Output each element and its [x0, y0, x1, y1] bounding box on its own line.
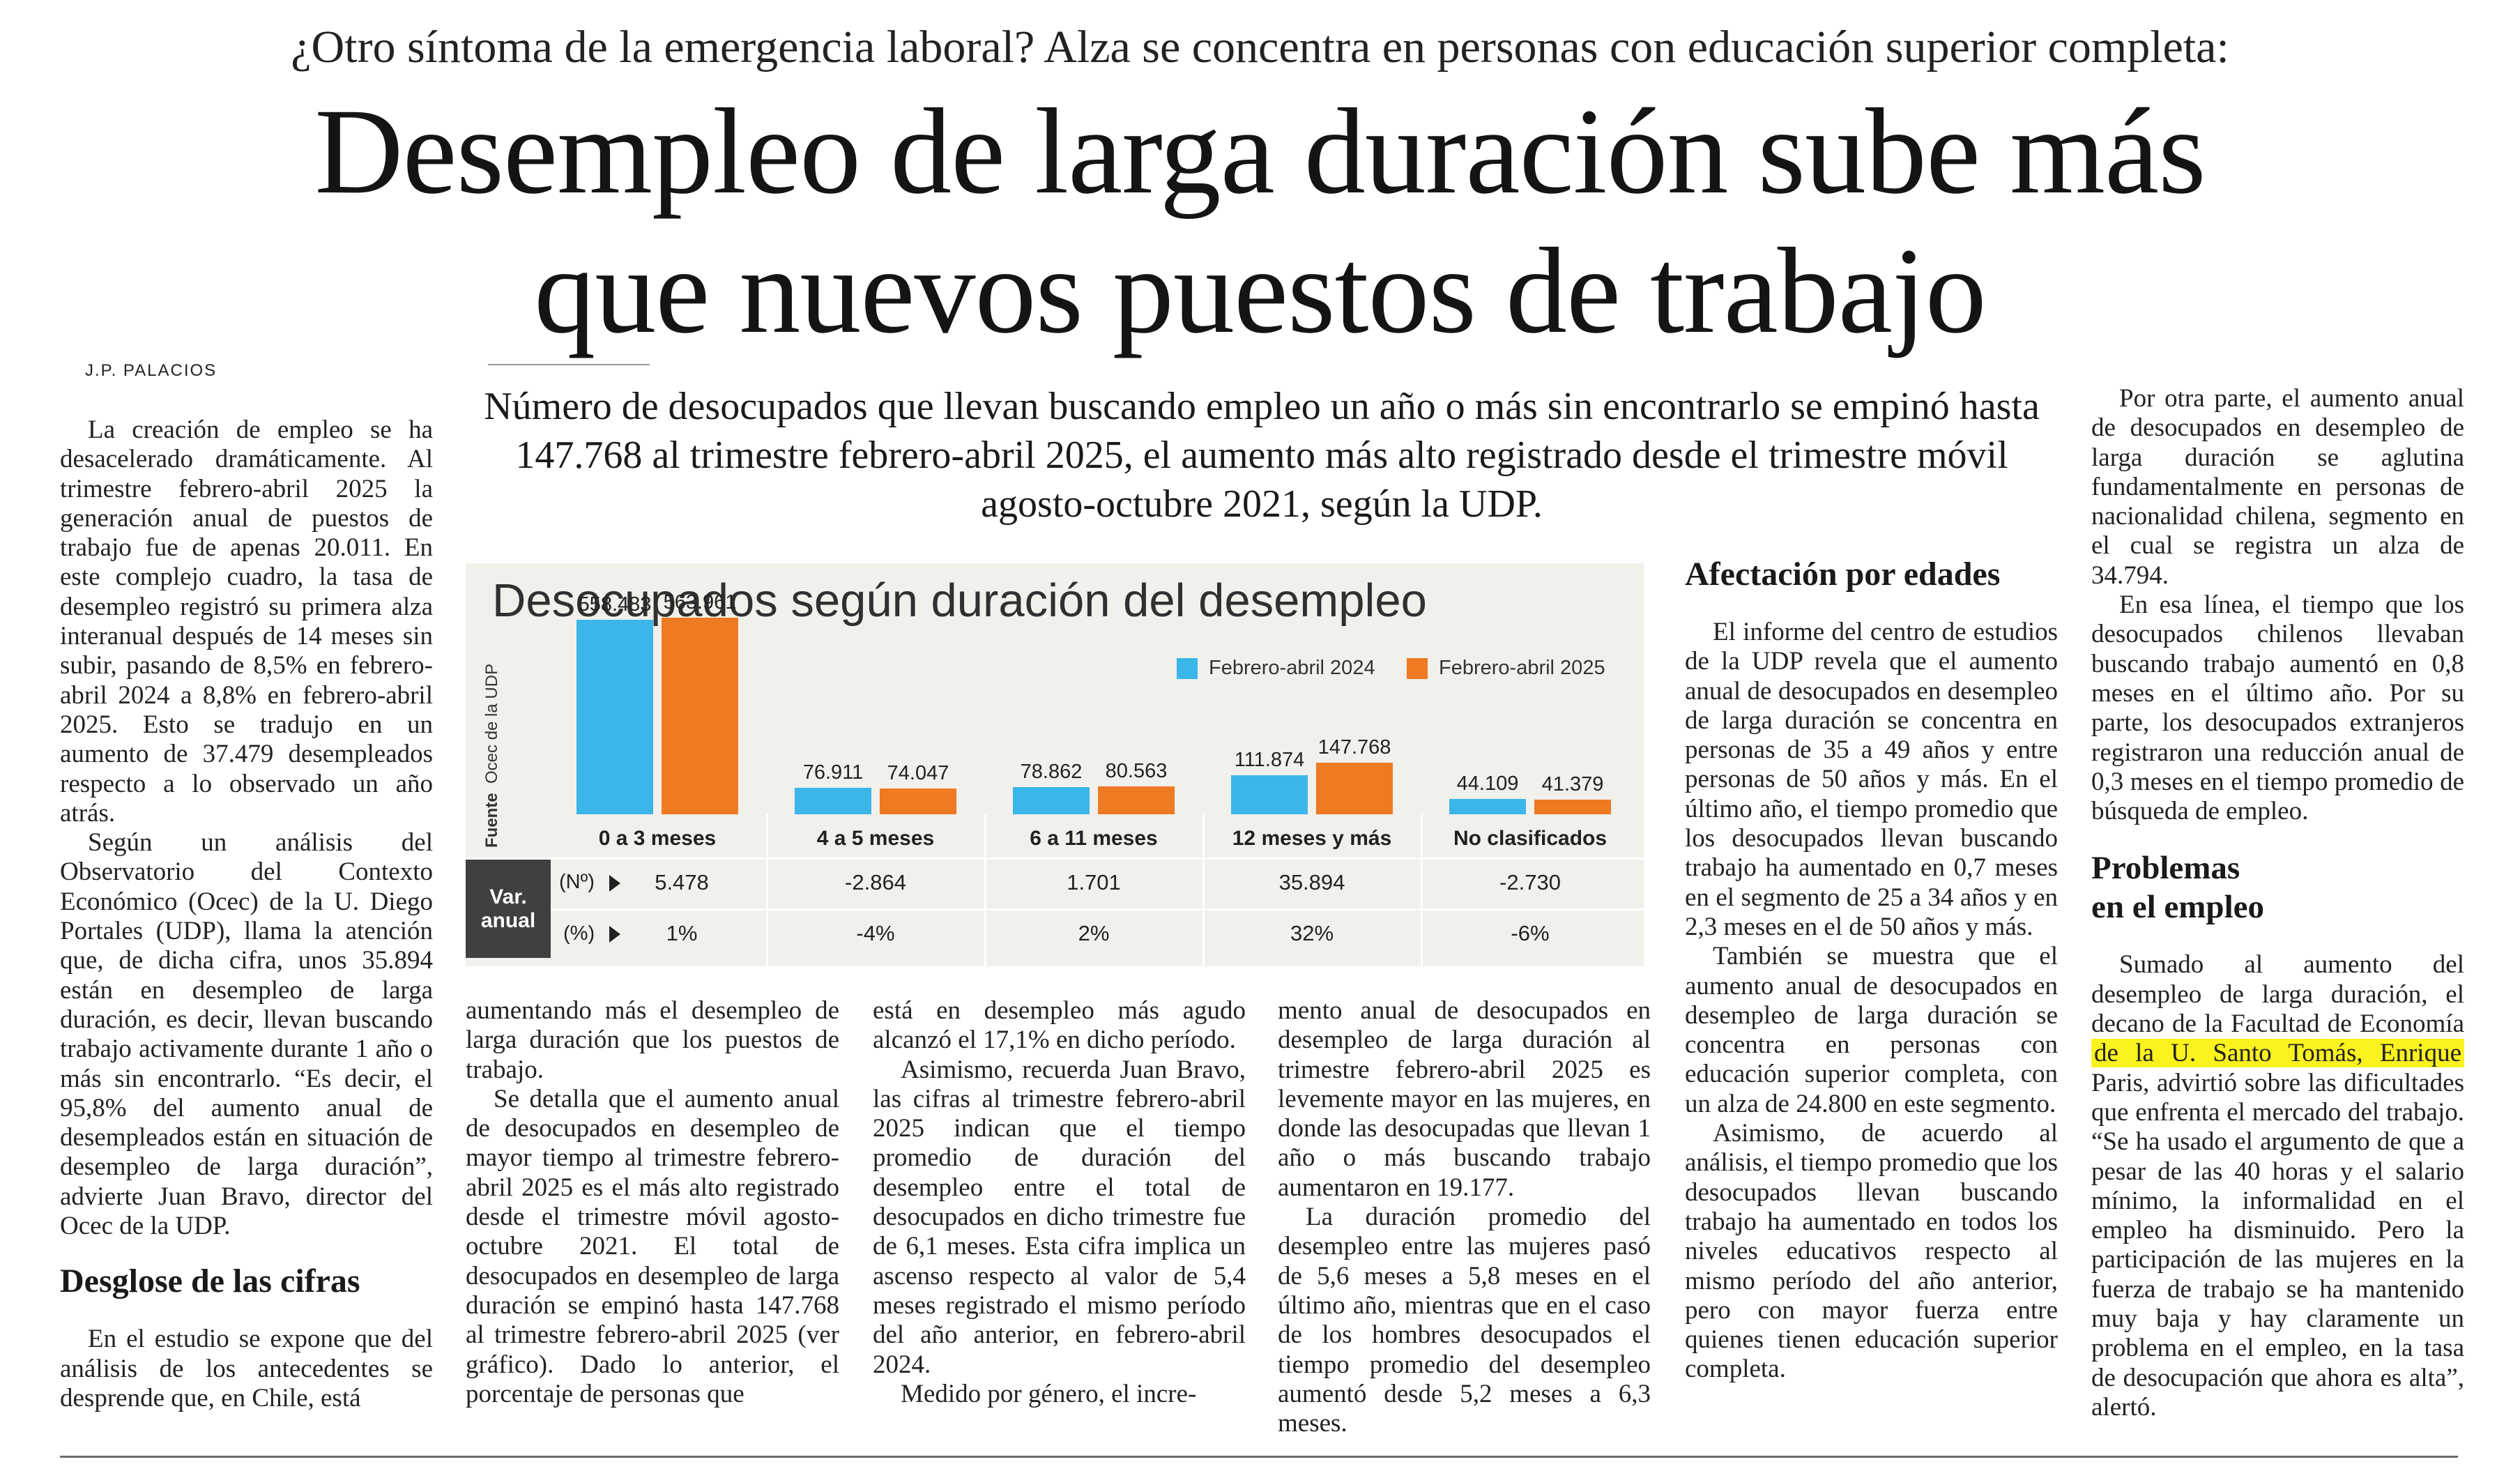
bar-2025	[1316, 763, 1393, 814]
var-percent-cell: 32%	[1290, 921, 1334, 945]
source-label: Fuente	[482, 793, 501, 848]
bar-value-label: 563.961	[663, 591, 737, 614]
column-divider	[766, 814, 768, 966]
bar-value-label: 44.109	[1456, 772, 1519, 795]
paragraph: Por otra parte, el aumento anual de deso…	[2091, 384, 2464, 590]
table-divider	[551, 908, 1644, 911]
chart-source: Fuente Ocec de la UDP	[480, 664, 503, 849]
bar-value-label: 78.862	[1020, 760, 1083, 783]
section-heading: Desglose de las cifras	[60, 1263, 360, 1300]
section-heading: Afectación por edades	[1685, 556, 2001, 593]
column-5: Afectación por edades El informe del cen…	[1685, 555, 2058, 1385]
column-3: está en desempleo más agudo alcanzó el 1…	[873, 996, 1246, 1409]
heading-line-2: en el empleo	[2091, 889, 2264, 926]
bar-2024	[795, 787, 871, 814]
triangle-icon	[609, 926, 620, 943]
category-label: No clasificados	[1453, 827, 1608, 850]
bar-value-label: 76.911	[802, 761, 864, 784]
column-divider	[1202, 814, 1205, 966]
column-2: aumentando más el desempleo de larga dur…	[466, 996, 839, 1409]
paragraph: Asimismo, recuerda Juan Bravo, las cifra…	[873, 1055, 1246, 1379]
paragraph: En el estudio se expone que del análisis…	[60, 1325, 433, 1412]
legend-swatch	[1407, 657, 1428, 679]
paragraph: Medido por género, el incre-	[901, 1379, 1197, 1408]
column-4: mento anual de desocupados en desempleo …	[1278, 996, 1651, 1438]
deck: Número de desocupados que llevan buscand…	[484, 385, 2040, 526]
category-label: 4 a 5 meses	[816, 827, 935, 850]
bar-value-label: 111.874	[1234, 749, 1305, 772]
bar-2024	[1013, 786, 1090, 814]
bar-value-label: 74.047	[887, 761, 949, 784]
highlighted-text: de la U. Santo Tomás, Enrique	[2091, 1039, 2464, 1068]
var-count-cell: -2.730	[1499, 870, 1561, 894]
category-label: 12 meses y más	[1232, 827, 1392, 850]
bar-value-label: 41.379	[1541, 773, 1604, 796]
bar-2025	[1534, 800, 1611, 814]
chart-title: Desocupados según duración del desempleo	[492, 574, 1427, 627]
bar-2024	[1231, 775, 1308, 814]
section-heading: Problemas en el empleo	[2091, 848, 2464, 927]
paragraph: La duración promedio del desempleo entre…	[1278, 1203, 1651, 1438]
column-6: Por otra parte, el aumento anual de deso…	[2091, 384, 2464, 1422]
bottom-rule	[60, 1456, 2458, 1458]
bar-2024	[576, 619, 653, 814]
bar-value-label: 147.768	[1318, 736, 1391, 759]
table-divider	[466, 858, 1644, 860]
paragraph: está en desempleo más agudo alcanzó el 1…	[873, 996, 1246, 1055]
var-percent-cell: -6%	[1511, 921, 1550, 945]
bar-2025	[662, 618, 738, 814]
var-count-cell: -2.864	[845, 870, 906, 894]
legend-swatch	[1177, 657, 1198, 679]
paragraph: Asimismo, de acuerdo al análisis, el tie…	[1685, 1119, 2058, 1384]
paragraph: La creación de empleo se ha desacelerado…	[60, 416, 433, 828]
var-percent-cell: 1%	[666, 921, 698, 945]
category-label: 6 a 11 meses	[1030, 827, 1158, 850]
row-label-percent: (%)	[563, 922, 595, 945]
row-label-count: (Nº)	[559, 871, 595, 893]
text: Paris, advirtió sobre las dificultades q…	[2091, 1068, 2464, 1422]
paragraph: mento anual de desocupados en desempleo …	[1278, 996, 1651, 1202]
source-name: Ocec de la UDP	[482, 663, 501, 784]
paragraph: También se muestra que el aumento anual …	[1685, 942, 2058, 1118]
paragraph: En esa línea, el tiempo que los desocupa…	[2091, 591, 2464, 826]
var-label-line-1: Var.	[489, 885, 527, 908]
bar-chart: Desocupados según duración del desempleo…	[466, 563, 1644, 966]
legend-item-2025: Febrero-abril 2025	[1407, 657, 1605, 680]
triangle-icon	[609, 875, 620, 892]
source-text: Fuente Ocec de la UDP	[482, 664, 502, 848]
kicker: ¿Otro síntoma de la emergencia laboral? …	[291, 22, 2229, 73]
var-count-cell: 1.701	[1067, 870, 1121, 894]
bar-value-label: 80.563	[1105, 759, 1168, 782]
headline-line-2: que nuevos puestos de trabajo	[534, 223, 1986, 359]
bar-2024	[1449, 798, 1526, 814]
legend-label: Febrero-abril 2025	[1439, 657, 1605, 679]
legend-item-2024: Febrero-abril 2024	[1177, 657, 1375, 680]
paragraph: Se detalla que el aumento anual de desoc…	[466, 1084, 839, 1408]
heading-line-1: Problemas	[2091, 850, 2240, 887]
paragraph: El informe del centro de estudios de la …	[1685, 618, 2058, 941]
paragraph: aumentando más el desempleo de larga dur…	[466, 996, 839, 1084]
byline: J.P. PALACIOS	[85, 361, 217, 380]
column-divider	[1421, 814, 1423, 966]
legend-label: Febrero-abril 2024	[1209, 657, 1375, 679]
var-percent-cell: 2%	[1078, 921, 1110, 945]
headline: Desempleo de larga duración sube más que…	[0, 82, 2520, 361]
annual-variation-label: Var. anual	[466, 860, 551, 958]
byline-rule	[488, 364, 650, 365]
text: Sumado al aumento del desempleo de larga…	[2091, 950, 2464, 1039]
var-percent-cell: -4%	[856, 921, 895, 945]
category-label: 0 a 3 meses	[598, 827, 717, 850]
column-1: La creación de empleo se ha desacelerado…	[60, 416, 433, 1413]
paragraph: Sumado al aumento del desempleo de larga…	[2091, 950, 2464, 1422]
bar-2025	[1098, 786, 1175, 814]
var-label-line-2: anual	[480, 908, 536, 932]
bar-2025	[880, 788, 956, 814]
var-count-cell: 5.478	[655, 870, 709, 894]
var-count-cell: 35.894	[1278, 870, 1345, 894]
column-divider	[984, 814, 986, 966]
paragraph: Según un análisis del Observatorio del C…	[60, 828, 433, 1241]
headline-line-1: Desempleo de larga duración sube más	[314, 84, 2206, 220]
bar-value-label: 558.483	[578, 593, 652, 616]
